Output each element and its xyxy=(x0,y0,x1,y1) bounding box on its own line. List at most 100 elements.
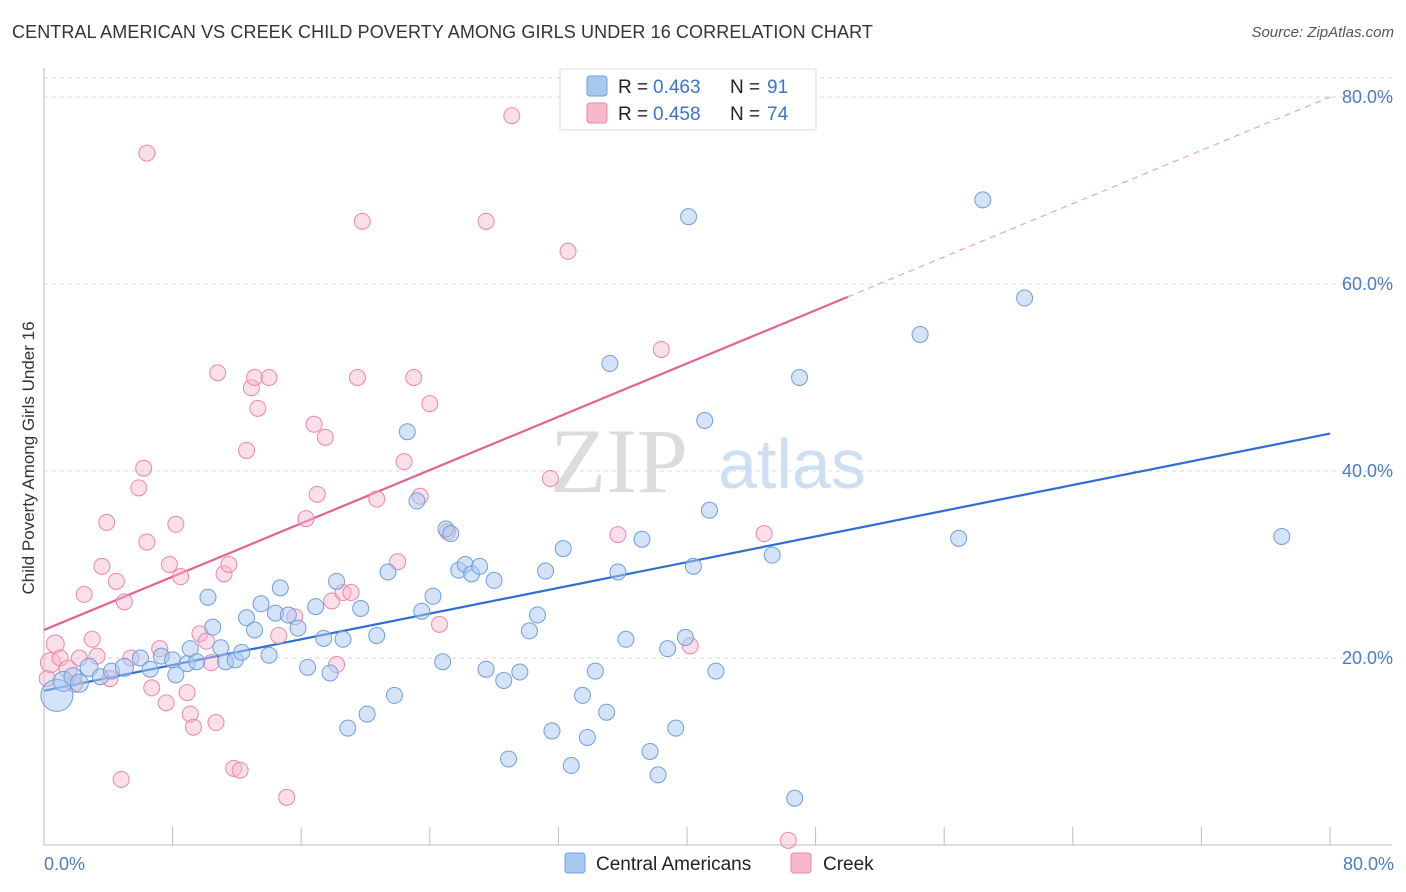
y-tick-labels: 20.0% 40.0% 60.0% 80.0% xyxy=(1342,87,1393,668)
grid-lines xyxy=(44,77,1392,659)
central-americans-point xyxy=(471,557,489,575)
central-americans-point xyxy=(1273,527,1291,545)
creek-point xyxy=(246,369,264,386)
central-americans-point xyxy=(554,540,572,558)
legend-r-label-2: R = xyxy=(618,104,648,125)
creek-point xyxy=(115,593,133,611)
creek-point xyxy=(231,761,249,779)
trend-line-creek-extension xyxy=(847,96,1331,298)
creek-point xyxy=(215,565,233,583)
central-americans-point xyxy=(413,602,431,620)
creek-points xyxy=(38,107,797,849)
trend-line-creek xyxy=(43,295,849,631)
creek-point xyxy=(559,242,577,260)
central-americans-point xyxy=(279,606,297,624)
central-americans-point xyxy=(299,658,317,676)
legend-r-value-2: 0.458 xyxy=(653,104,701,125)
central-americans-point xyxy=(511,663,529,681)
central-americans-point xyxy=(791,369,809,386)
creek-point xyxy=(202,654,220,672)
creek-point xyxy=(421,395,439,413)
central-americans-point xyxy=(950,529,968,547)
central-americans-point xyxy=(398,423,416,441)
creek-point xyxy=(209,364,227,382)
creek-point xyxy=(75,585,93,603)
central-americans-point xyxy=(188,653,206,671)
creek-point xyxy=(305,415,323,433)
central-americans-point xyxy=(617,630,635,648)
central-americans-point xyxy=(379,563,397,581)
central-americans-point xyxy=(786,789,804,807)
creek-point xyxy=(541,469,559,487)
creek-point xyxy=(138,144,156,162)
creek-point xyxy=(755,525,773,543)
creek-point xyxy=(172,568,190,586)
central-americans-point xyxy=(680,208,698,226)
creek-point xyxy=(477,212,495,230)
trend-lines xyxy=(43,96,1331,692)
central-americans-point xyxy=(408,492,426,510)
central-americans-point xyxy=(495,671,513,689)
legend-n-label-2: N = xyxy=(730,104,760,125)
central-americans-point xyxy=(574,686,592,704)
creek-point xyxy=(405,369,423,386)
y-tick-label: 60.0% xyxy=(1342,274,1393,294)
legend-swatch-blue xyxy=(586,75,608,97)
chart-title: CENTRAL AMERICAN VS CREEK CHILD POVERTY … xyxy=(12,22,873,42)
central-americans-point xyxy=(586,662,604,680)
y-tick-label: 20.0% xyxy=(1342,648,1393,668)
central-americans-point xyxy=(315,629,333,647)
central-americans-point xyxy=(442,525,460,543)
central-americans-point xyxy=(707,662,725,680)
central-americans-point xyxy=(763,546,781,564)
creek-point xyxy=(316,428,334,446)
creek-point xyxy=(197,632,215,650)
creek-point xyxy=(353,212,371,230)
y-tick-label: 40.0% xyxy=(1342,461,1393,481)
central-americans-point xyxy=(307,598,325,616)
legend-n-label-1: N = xyxy=(730,77,760,98)
creek-point xyxy=(98,513,116,531)
central-americans-point xyxy=(204,618,222,636)
central-americans-point xyxy=(477,660,495,678)
creek-point xyxy=(160,556,178,573)
central-americans-point xyxy=(199,588,217,606)
central-americans-point xyxy=(289,619,307,637)
central-americans-point xyxy=(271,579,289,597)
axes xyxy=(43,68,1392,846)
creek-point xyxy=(395,453,413,471)
creek-point xyxy=(220,556,238,573)
creek-point xyxy=(112,771,130,789)
central-americans-point xyxy=(609,563,627,581)
creek-point xyxy=(242,379,260,397)
bottom-legend-swatch-pink xyxy=(790,852,812,874)
creek-point xyxy=(107,572,125,590)
legend-n-value-1: 91 xyxy=(767,77,788,98)
central-americans-point xyxy=(659,640,677,658)
central-americans-point xyxy=(601,354,619,372)
central-americans-point xyxy=(260,646,278,664)
legend-swatch-pink xyxy=(586,102,608,124)
central-americans-point xyxy=(424,587,442,605)
creek-point xyxy=(348,369,366,386)
y-axis-label: Child Poverty Among Girls Under 16 xyxy=(19,321,38,594)
central-americans-point xyxy=(233,643,251,661)
creek-point xyxy=(39,652,61,674)
creek-point xyxy=(503,107,521,125)
central-americans-point xyxy=(368,627,386,645)
central-americans-point xyxy=(633,530,651,548)
legend-r-value-1: 0.463 xyxy=(653,77,701,98)
central-americans-points xyxy=(40,191,1291,807)
legend-box: R = 0.463 N = 91 R = 0.458 N = 74 xyxy=(559,68,817,131)
watermark: ZIP atlas xyxy=(550,410,866,512)
creek-point xyxy=(225,759,243,777)
watermark-zip: ZIP xyxy=(550,410,688,512)
creek-point xyxy=(93,557,111,575)
creek-point xyxy=(652,340,670,358)
central-americans-point xyxy=(500,750,518,768)
central-americans-point xyxy=(131,649,149,667)
central-americans-point xyxy=(321,664,339,682)
central-americans-point xyxy=(529,606,547,624)
bottom-legend-label-central-americans: Central Americans xyxy=(596,854,751,875)
